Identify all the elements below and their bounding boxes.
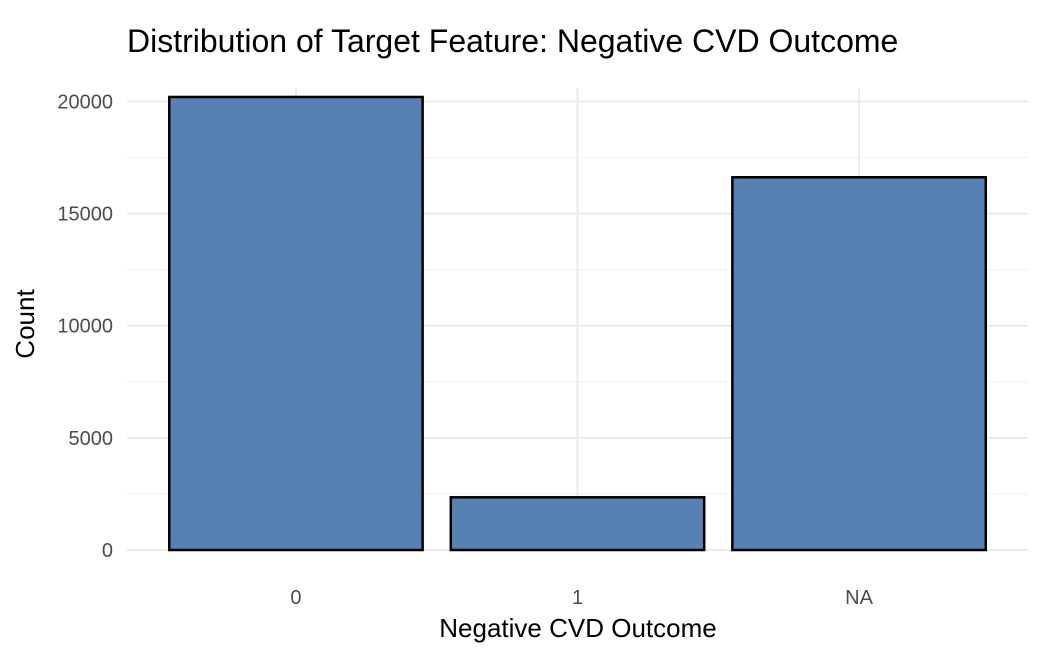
y-axis-ticks: 0 5000 10000 15000 20000	[57, 91, 113, 562]
y-tick-label: 15000	[57, 204, 113, 226]
x-tick-label: 0	[290, 587, 301, 609]
x-axis-title: Negative CVD Outcome	[439, 613, 716, 643]
x-axis-ticks: 0 1 NA	[290, 587, 873, 609]
x-tick-label: 1	[572, 587, 583, 609]
y-tick-label: 5000	[69, 428, 114, 450]
y-axis-title: Count	[10, 289, 40, 359]
y-tick-label: 10000	[57, 316, 113, 338]
bar-1	[449, 496, 706, 552]
y-tick-label: 0	[102, 540, 113, 562]
chart-title: Distribution of Target Feature: Negative…	[127, 23, 898, 59]
x-tick-label: NA	[845, 587, 873, 609]
y-tick-label: 20000	[57, 91, 113, 113]
bars	[167, 95, 988, 552]
bar-NA	[731, 176, 988, 552]
bar-0	[167, 95, 424, 552]
